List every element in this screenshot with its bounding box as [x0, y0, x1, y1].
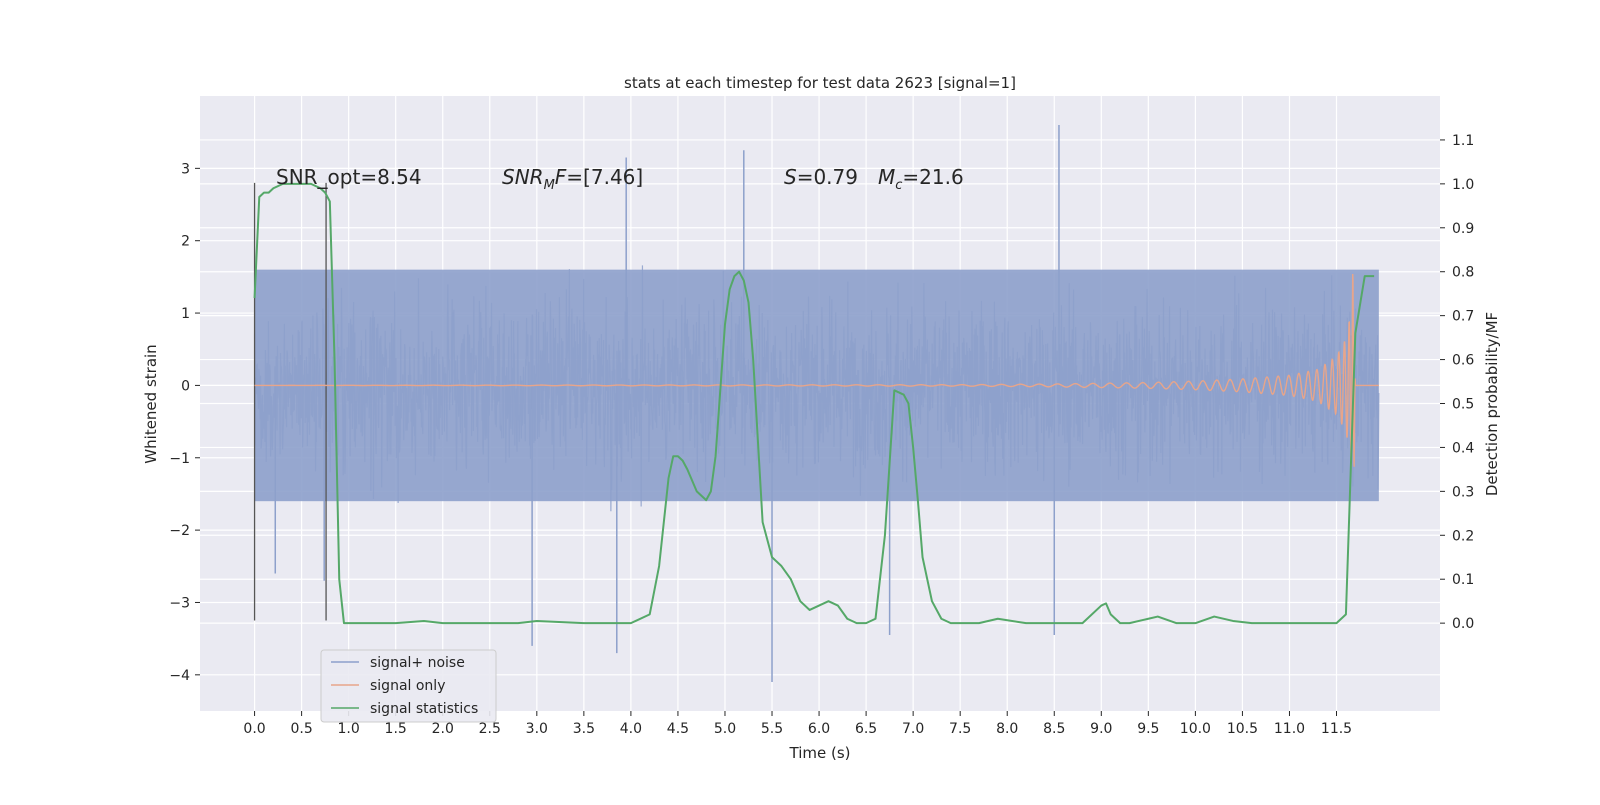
- x-axis-label: Time (s): [789, 744, 851, 762]
- y2-tick-label: 0.5: [1452, 397, 1474, 413]
- y2-tick-label: 0.6: [1452, 353, 1474, 369]
- y-tick-label: 0: [181, 378, 190, 394]
- annotation-snr-mf-sub: M: [544, 178, 555, 193]
- annotation-mc: Mc=21.6: [878, 165, 964, 193]
- y2-tick-label: 0.8: [1452, 265, 1474, 281]
- y-axis-label: Whitened strain: [142, 344, 160, 463]
- x-tick-label: 2.5: [479, 721, 501, 737]
- vertical-markers: [253, 182, 327, 621]
- y2-axis-label: Detection probability/MF: [1483, 312, 1501, 496]
- x-tick-label: 8.5: [1043, 721, 1065, 737]
- y2-tick-label: 1.0: [1452, 177, 1474, 193]
- x-tick-label: 7.5: [949, 721, 971, 737]
- x-tick-label: 6.0: [808, 721, 830, 737]
- y-tick-label: −4: [169, 668, 190, 684]
- annotation-s: S=0.79: [784, 165, 858, 189]
- x-tick-label: 11.0: [1274, 721, 1305, 737]
- x-tick-label: 3.5: [573, 721, 595, 737]
- annotation-s-symbol: S: [784, 165, 797, 189]
- annotation-snr-mf-symbol2: F: [555, 165, 567, 189]
- x-tick-label: 6.5: [855, 721, 877, 737]
- signal-only-line: [254, 273, 1379, 467]
- legend: signal+ noise signal only signal statist…: [320, 649, 497, 723]
- x-tick-label: 0.0: [243, 721, 265, 737]
- y2-tick-label: 0.1: [1452, 572, 1474, 588]
- y-tick-label: 2: [181, 234, 190, 250]
- legend-label-signal-statistics: signal statistics: [370, 701, 478, 717]
- y-tick-label: 3: [181, 161, 190, 177]
- x-tick-label: 3.0: [526, 721, 548, 737]
- legend-label-signal-only: signal only: [370, 678, 445, 694]
- x-tick-label: 1.5: [385, 721, 407, 737]
- x-tick-label: 1.0: [338, 721, 360, 737]
- y2-tick-label: 0.7: [1452, 309, 1474, 325]
- x-tick-label: 5.5: [761, 721, 783, 737]
- signal-statistics-line: [253, 182, 1375, 625]
- x-tick-label: 9.5: [1137, 721, 1159, 737]
- x-tick-label: 9.0: [1090, 721, 1112, 737]
- annotation-mc-symbol: M: [878, 165, 895, 189]
- x-axis-ticks: 0.0 0.5 1.0 1.5 2.0 2.5 3.0 3.5 4.0 4.5 5.0 5.5 6.0 6…: [243, 711, 1352, 737]
- x-tick-label: 2.0: [432, 721, 454, 737]
- x-tick-label: 10.0: [1180, 721, 1211, 737]
- y2-axis-ticks: 0.0 0.1 0.2 0.3 0.4 0.5 0.6 0.7 0.8 0.9 1.0 1.1: [1440, 133, 1474, 632]
- annotation-snr-mf-value: =[7.46]: [566, 165, 643, 189]
- y2-tick-label: 1.1: [1452, 133, 1474, 149]
- y-tick-label: −1: [169, 451, 190, 467]
- annotation-mc-value: =21.6: [902, 165, 963, 189]
- annotation-mc-sub: c: [895, 178, 902, 193]
- x-tick-label: 4.5: [667, 721, 689, 737]
- legend-box: [320, 649, 497, 723]
- signal-only-series: [254, 273, 1379, 467]
- annotation-snr-mf: SNRMF=[7.46]: [502, 165, 643, 193]
- y2-tick-label: 0.2: [1452, 528, 1474, 544]
- x-tick-label: 11.5: [1321, 721, 1352, 737]
- annotations: SNR_opt=8.54 SNRMF=[7.46] S=0.79 Mc=21.6: [276, 165, 964, 193]
- signal-statistics-series: [253, 182, 1375, 625]
- chart-title: stats at each timestep for test data 262…: [624, 74, 1016, 92]
- y-axis-ticks: −4 −3 −2 −1 0 1 2 3: [169, 161, 200, 684]
- y2-tick-label: 0.9: [1452, 221, 1474, 237]
- y2-tick-label: 0.0: [1452, 616, 1474, 632]
- annotation-snr-mf-symbol: SNR: [502, 165, 544, 189]
- legend-label-signal-noise: signal+ noise: [370, 655, 465, 671]
- y2-tick-label: 0.4: [1452, 440, 1474, 456]
- x-tick-label: 5.0: [714, 721, 736, 737]
- annotation-snr-opt: SNR_opt=8.54: [276, 165, 422, 189]
- x-tick-label: 8.0: [996, 721, 1018, 737]
- y-tick-label: −2: [169, 523, 190, 539]
- x-tick-label: 0.5: [290, 721, 312, 737]
- x-tick-label: 4.0: [620, 721, 642, 737]
- x-tick-label: 10.5: [1227, 721, 1258, 737]
- x-tick-label: 7.0: [902, 721, 924, 737]
- y-tick-label: 1: [181, 306, 190, 322]
- annotation-s-value: =0.79: [797, 165, 858, 189]
- y-tick-label: −3: [169, 595, 190, 611]
- y2-tick-label: 0.3: [1452, 484, 1474, 500]
